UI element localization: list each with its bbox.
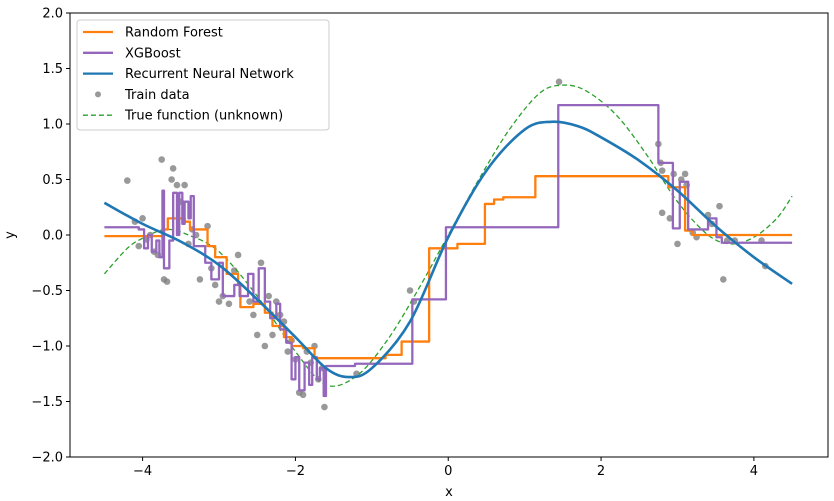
legend-label: Random Forest <box>125 26 223 41</box>
y-tick-label: −1.5 <box>31 395 63 410</box>
train-data-point <box>265 292 272 300</box>
legend-label: True function (unknown) <box>124 109 283 124</box>
y-tick-label: 1.5 <box>42 62 63 77</box>
train-data-point <box>225 300 233 308</box>
legend-item: Random Forest <box>83 26 223 41</box>
train-data-point <box>234 251 242 259</box>
train-data-point <box>181 181 188 189</box>
plot-area <box>103 78 793 411</box>
legend-item: XGBoost <box>83 46 181 61</box>
train-data-point <box>173 181 181 189</box>
train-data-point <box>250 311 257 319</box>
legend-box <box>76 19 330 131</box>
train-data-point <box>158 156 165 163</box>
train-data-point <box>253 331 261 339</box>
x-tick-label: 4 <box>750 464 758 479</box>
xgboost-line <box>104 103 793 398</box>
legend-label: Train data <box>124 88 190 103</box>
x-axis-label: x <box>445 485 453 500</box>
train-data-point <box>674 240 681 248</box>
train-data-point <box>406 287 414 294</box>
legend-item: Train data <box>95 88 190 103</box>
train-data-point <box>321 403 328 411</box>
y-tick-label: 0.5 <box>42 173 63 188</box>
y-tick-label: 2.0 <box>42 7 63 22</box>
train-data-point <box>215 298 223 305</box>
legend-label: Recurrent Neural Network <box>125 67 294 82</box>
train-data-point <box>284 348 292 355</box>
legend: Random Forest XGBoost Recurrent Neural Net… <box>76 19 330 131</box>
train-data-point <box>658 209 666 217</box>
train-data-point <box>299 391 307 399</box>
x-tick-label: 0 <box>444 464 452 479</box>
train-data-point <box>168 176 175 183</box>
train-data-point <box>135 242 143 250</box>
train-data-point <box>658 167 666 174</box>
train-data-point <box>246 298 253 305</box>
legend-item: True function (unknown) <box>83 109 283 124</box>
y-axis-label: y <box>3 231 18 239</box>
y-tick-label: 1.0 <box>42 118 63 133</box>
x-tick-label: 2 <box>597 464 605 479</box>
train-data-point <box>257 259 265 267</box>
y-tick-label: −1.0 <box>31 340 63 355</box>
train-data-point <box>261 342 269 350</box>
train-data-point <box>555 78 563 86</box>
y-tick-label: −2.0 <box>31 451 63 466</box>
axis-ticks: −4 −2 0 2 4 −2.0 −1.5 −1.0 −0.5 0.0 0.5 1.0 1.5 2.0 <box>31 7 758 480</box>
y-tick-label: −0.5 <box>31 284 63 299</box>
train-data-point <box>716 202 723 210</box>
legend-item: Recurrent Neural Network <box>83 67 294 82</box>
train-data-point <box>169 165 177 172</box>
train-data-point <box>124 177 131 184</box>
train-data-point <box>211 281 219 289</box>
train-data-point <box>163 278 171 285</box>
train-data-point <box>204 222 211 230</box>
train-data-point <box>681 170 689 178</box>
train-data-point <box>196 276 204 283</box>
train-data-point <box>666 215 674 222</box>
x-tick-label: −2 <box>286 464 305 479</box>
train-data-point <box>720 276 727 283</box>
legend-label: XGBoost <box>125 46 181 61</box>
legend-marker-icon <box>95 91 101 98</box>
train-data-point <box>269 331 276 339</box>
y-tick-label: 0.0 <box>42 229 63 244</box>
x-tick-label: −4 <box>133 464 152 479</box>
recurrent-neural-network-line <box>103 120 793 379</box>
train-data-point <box>139 215 146 222</box>
